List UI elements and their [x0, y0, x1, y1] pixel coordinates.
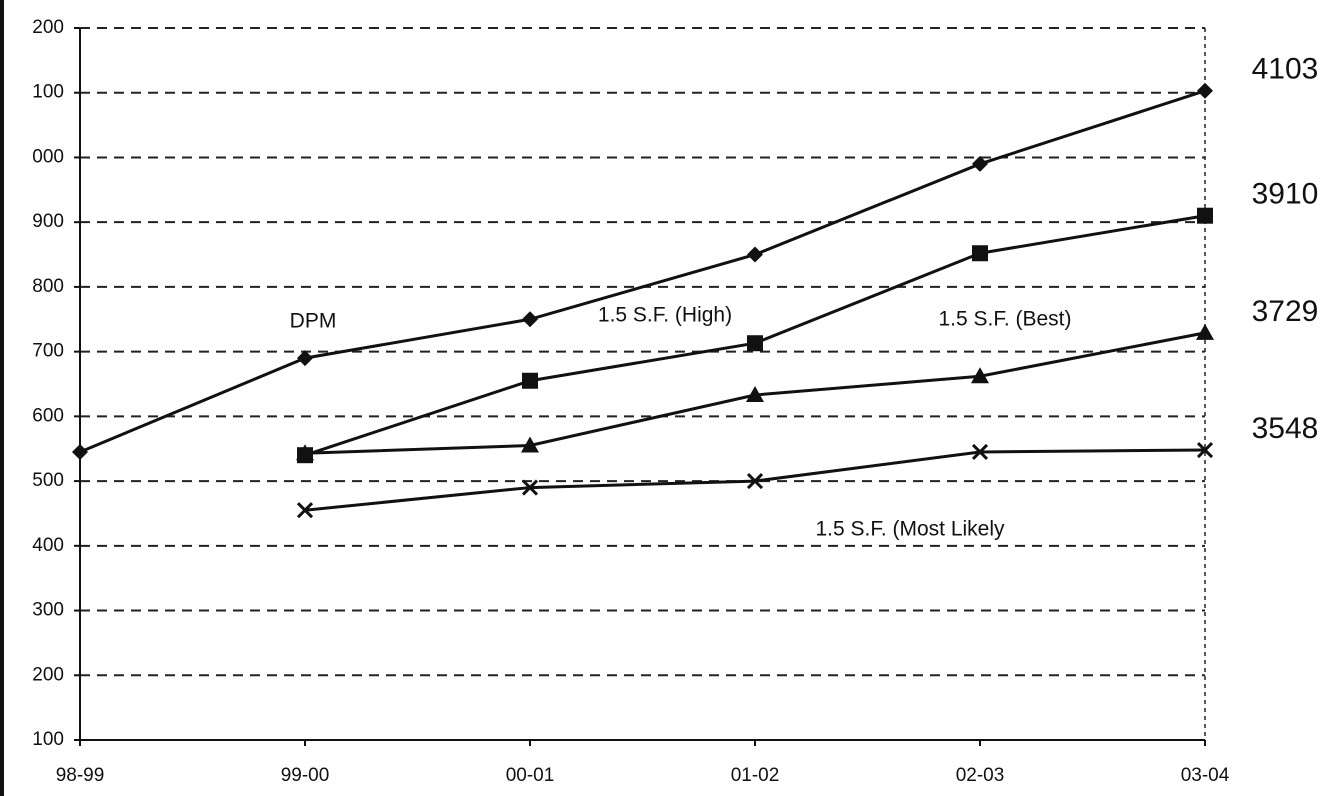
y-tick-label: 800 [32, 276, 64, 297]
marker [72, 443, 88, 460]
marker [972, 245, 988, 262]
x-tick-label: 03-04 [1181, 765, 1230, 786]
x-tick-label: 00-01 [506, 765, 555, 786]
end-label: 3910 [1252, 178, 1319, 211]
y-tick-label: 200 [32, 17, 64, 38]
end-label: 3729 [1252, 295, 1319, 328]
y-tick-label: 200 [32, 664, 64, 685]
marker [746, 386, 764, 403]
end-label: 3548 [1252, 412, 1319, 445]
y-tick-label: 700 [32, 341, 64, 362]
series-label: 1.5 S.F. (Best) [938, 308, 1071, 331]
series-label: 1.5 S.F. (High) [598, 304, 732, 327]
marker [1197, 82, 1213, 99]
y-tick-label: 100 [32, 729, 64, 750]
marker [971, 443, 989, 461]
x-tick-label: 99-00 [281, 765, 330, 786]
y-tick-label: 600 [32, 405, 64, 426]
marker [522, 311, 538, 328]
x-tick-label: 02-03 [956, 765, 1005, 786]
series-label: DPM [290, 310, 337, 333]
marker [296, 444, 314, 461]
marker [297, 350, 313, 367]
marker [296, 502, 314, 519]
marker [521, 436, 539, 453]
series-line [79, 89, 1206, 454]
marker [971, 367, 989, 384]
marker [521, 479, 539, 496]
marker [1196, 441, 1214, 459]
y-tick-label: 900 [32, 211, 64, 232]
marker [747, 335, 763, 352]
marker [1197, 207, 1213, 224]
marker [522, 372, 538, 389]
y-tick-label: 000 [32, 146, 64, 167]
marker [747, 246, 763, 263]
y-tick-label: 400 [32, 535, 64, 556]
y-tick-label: 300 [32, 600, 64, 621]
y-tick-label: 500 [32, 470, 64, 491]
x-tick-label: 98-99 [56, 765, 105, 786]
marker [1196, 323, 1214, 340]
x-tick-label: 01-02 [731, 765, 780, 786]
y-tick-label: 100 [32, 82, 64, 103]
series-label: 1.5 S.F. (Most Likely [815, 518, 1005, 541]
marker [972, 155, 988, 172]
end-label: 4103 [1252, 53, 1319, 86]
marker [746, 473, 764, 490]
